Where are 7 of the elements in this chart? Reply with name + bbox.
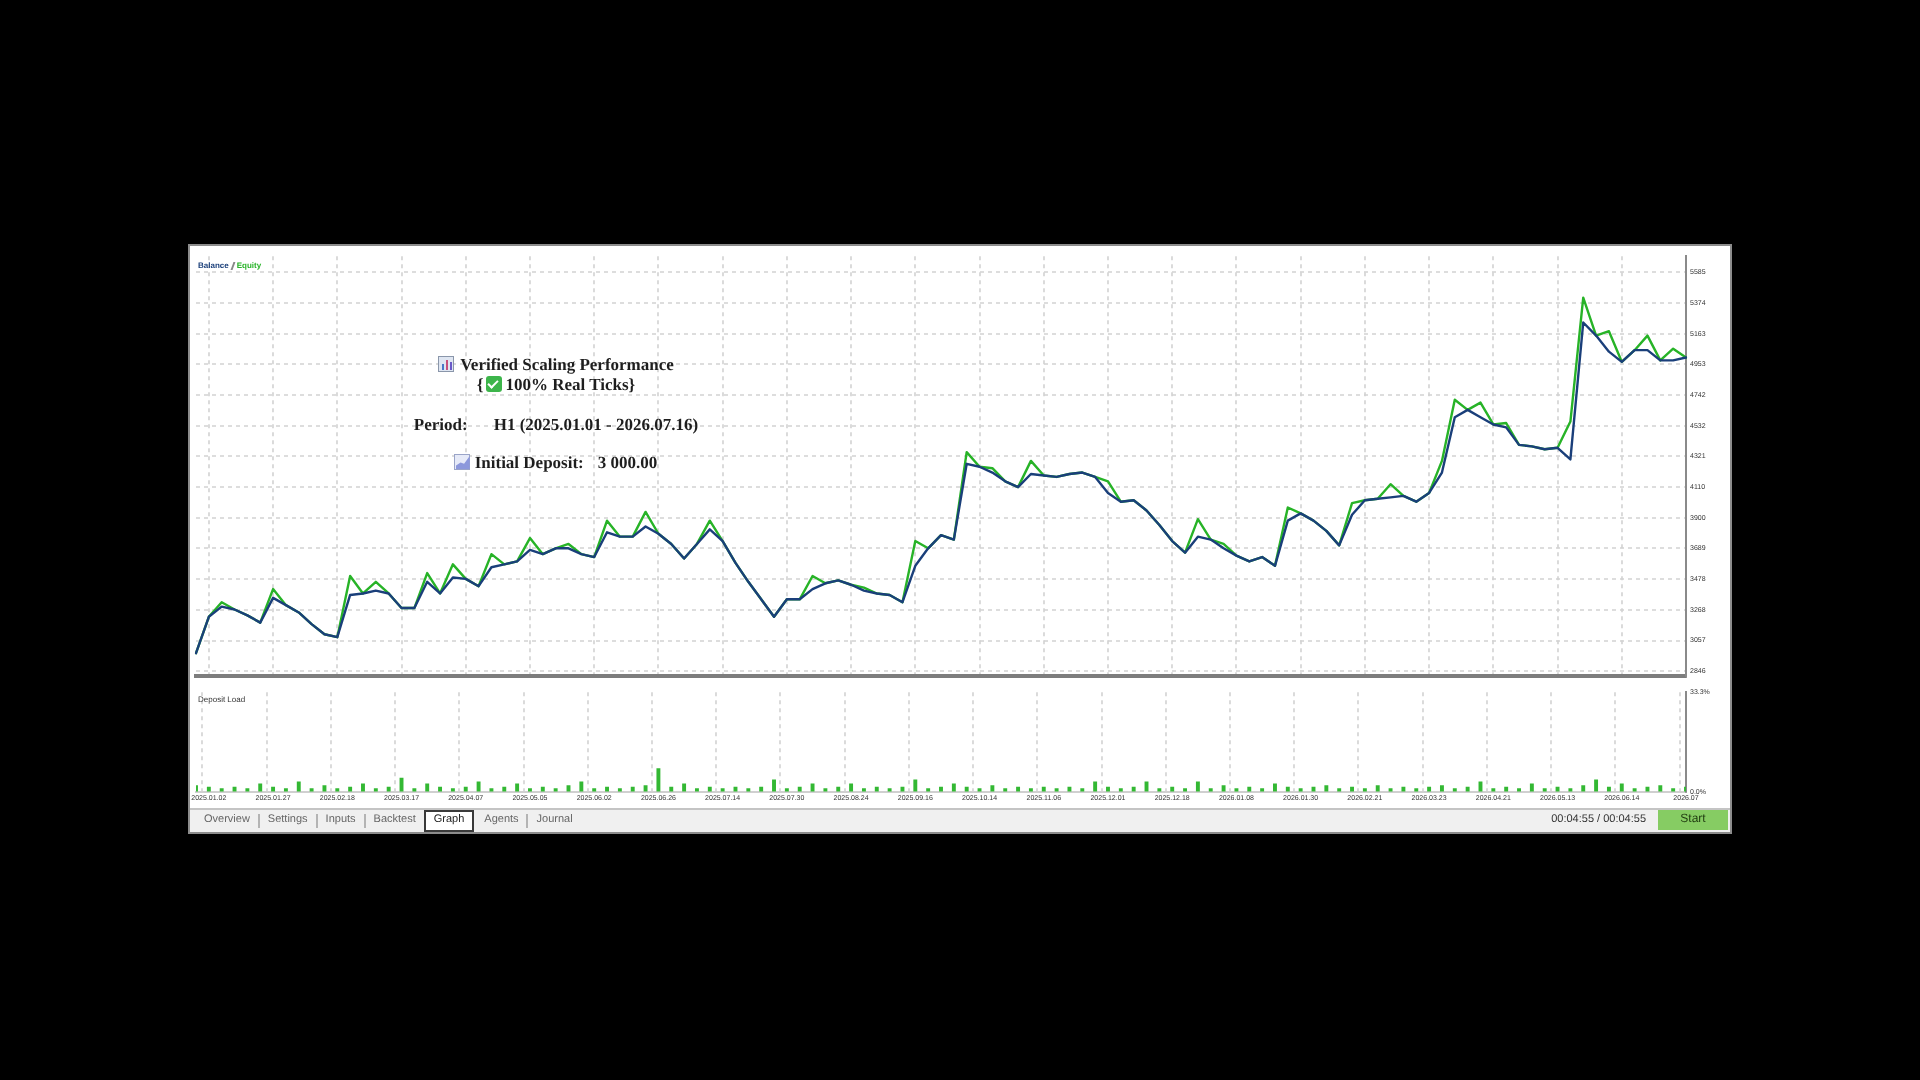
annotation: Period: <box>413 414 468 434</box>
annotation: 100% Real Ticks} <box>505 374 636 394</box>
annotation: H1 (2025.01.01 - 2026.07.16) <box>493 414 699 434</box>
annotation: { <box>476 374 484 394</box>
annotation: Initial Deposit: <box>474 452 584 472</box>
annotation: 3 000.00 <box>597 452 658 472</box>
annotation: Verified Scaling Performance <box>460 354 674 374</box>
